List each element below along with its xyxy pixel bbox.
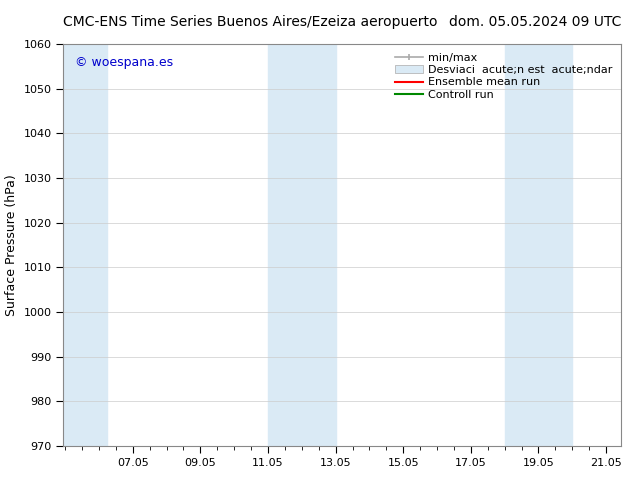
Y-axis label: Surface Pressure (hPa): Surface Pressure (hPa) — [5, 174, 18, 316]
Bar — [268, 44, 335, 446]
Text: © woespana.es: © woespana.es — [75, 56, 172, 69]
Text: dom. 05.05.2024 09 UTC: dom. 05.05.2024 09 UTC — [449, 15, 621, 29]
Bar — [505, 44, 573, 446]
Legend: min/max, Desviaci  acute;n est  acute;ndar, Ensemble mean run, Controll run: min/max, Desviaci acute;n est acute;ndar… — [391, 49, 616, 103]
Bar — [63, 44, 107, 446]
Text: CMC-ENS Time Series Buenos Aires/Ezeiza aeropuerto: CMC-ENS Time Series Buenos Aires/Ezeiza … — [63, 15, 438, 29]
